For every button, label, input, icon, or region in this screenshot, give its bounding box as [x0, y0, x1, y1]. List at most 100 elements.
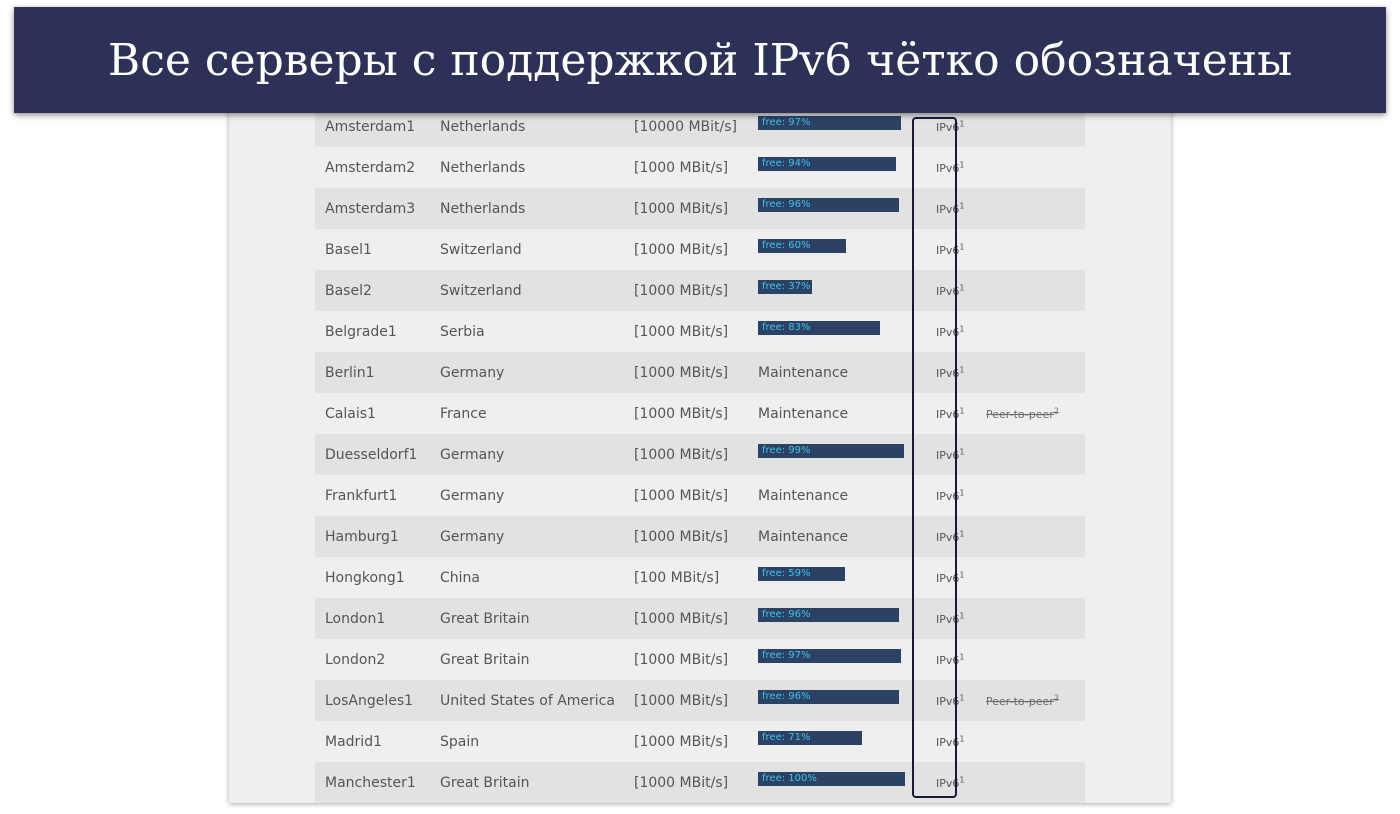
server-name-cell: Berlin1: [315, 352, 440, 393]
ipv6-footnote-mark: 1: [959, 733, 965, 743]
ipv6-badge: IPv61: [922, 160, 964, 175]
server-country: Germany: [440, 364, 505, 381]
server-table-body: Amsterdam1 Netherlands [10000 MBit/s] free:…: [315, 106, 1085, 803]
server-row: Belgrade1 Serbia [1000 MBit/s] free: 83% IPv…: [315, 311, 1085, 352]
server-country: Germany: [440, 487, 505, 504]
server-country: Great Britain: [440, 610, 530, 627]
server-name-cell: LosAngeles1: [315, 680, 440, 721]
load-bar: free: 71%: [758, 730, 905, 745]
p2p-cell: [970, 147, 1085, 188]
p2p-cell: [970, 639, 1085, 680]
server-row: London1 Great Britain [1000 MBit/s] free: 9…: [315, 598, 1085, 639]
server-speed-cell: [1000 MBit/s]: [634, 147, 758, 188]
server-country-cell: Germany: [440, 516, 634, 557]
server-speed: [1000 MBit/s]: [634, 323, 729, 340]
ipv6-label: IPv6: [936, 448, 960, 462]
server-speed: [1000 MBit/s]: [634, 528, 729, 545]
ipv6-label: IPv6: [936, 325, 960, 339]
server-country: Netherlands: [440, 200, 526, 217]
server-speed: [1000 MBit/s]: [634, 159, 729, 176]
load-bar-fill: [758, 607, 900, 622]
server-country: France: [440, 405, 487, 422]
p2p-cell: [970, 598, 1085, 639]
ipv6-label: IPv6: [936, 284, 960, 298]
server-speed-cell: [1000 MBit/s]: [634, 762, 758, 803]
server-load-cell: free: 96%: [758, 188, 922, 229]
server-country: Netherlands: [440, 118, 526, 135]
server-name: Basel2: [325, 282, 372, 299]
server-country: United States of America: [440, 692, 615, 709]
load-bar-fill: [758, 566, 845, 581]
ipv6-footnote-mark: 1: [959, 200, 965, 210]
server-load-cell: Maintenance: [758, 352, 922, 393]
server-speed-cell: [1000 MBit/s]: [634, 434, 758, 475]
ipv6-badge: IPv61: [922, 200, 965, 216]
server-name: Hamburg1: [325, 528, 399, 545]
server-row: Madrid1 Spain [1000 MBit/s] free: 71% IPv61: [315, 721, 1085, 762]
server-country-cell: China: [440, 557, 634, 598]
server-country-cell: Germany: [440, 434, 634, 475]
load-bar: free: 83%: [758, 320, 905, 335]
ipv6-cell: IPv61: [922, 188, 970, 229]
load-bar-fill: [758, 443, 904, 458]
ipv6-footnote-mark: 1: [959, 446, 965, 456]
server-name-cell: Belgrade1: [315, 311, 440, 352]
ipv6-badge: IPv61: [922, 119, 964, 134]
ipv6-badge: IPv61: [922, 405, 965, 421]
load-bar-fill: [758, 689, 900, 704]
p2p-cell: [970, 434, 1085, 475]
ipv6-label: IPv6: [936, 202, 960, 216]
server-name-cell: Calais1: [315, 393, 440, 434]
server-speed: [1000 MBit/s]: [634, 651, 729, 668]
load-bar: free: 60%: [758, 238, 905, 253]
ipv6-badge: IPv61: [922, 570, 964, 585]
load-bar-label: free: 83%: [762, 321, 811, 333]
p2p-cell: [970, 557, 1085, 598]
server-speed: [1000 MBit/s]: [634, 774, 729, 791]
server-speed: [1000 MBit/s]: [634, 446, 729, 463]
ipv6-footnote-mark: 1: [959, 487, 965, 497]
ipv6-label: IPv6: [936, 694, 960, 708]
ipv6-cell: IPv61: [922, 311, 970, 352]
server-name-cell: Madrid1: [315, 721, 440, 762]
server-list-screenshot: Amsterdam1 Netherlands [10000 MBit/s] free:…: [229, 100, 1171, 803]
server-name-cell: Hamburg1: [315, 516, 440, 557]
p2p-label: Peer-to-peer: [986, 407, 1054, 421]
server-country: Switzerland: [440, 282, 522, 299]
server-speed: [1000 MBit/s]: [634, 733, 729, 750]
server-load-cell: free: 99%: [758, 434, 922, 475]
server-name-cell: Amsterdam2: [315, 147, 440, 188]
server-speed: [1000 MBit/s]: [634, 405, 729, 422]
server-name-cell: Amsterdam3: [315, 188, 440, 229]
p2p-cell: [970, 270, 1085, 311]
server-status: Maintenance: [758, 364, 849, 381]
server-speed-cell: [1000 MBit/s]: [634, 639, 758, 680]
ipv6-footnote-mark: 1: [959, 282, 965, 292]
ipv6-cell: IPv61: [922, 598, 970, 639]
load-bar-label: free: 94%: [762, 157, 811, 169]
load-bar-label: free: 99%: [762, 444, 811, 456]
server-load-cell: free: 96%: [758, 598, 922, 639]
server-speed-cell: [1000 MBit/s]: [634, 188, 758, 229]
ipv6-badge: IPv61: [922, 242, 964, 257]
server-speed-cell: [1000 MBit/s]: [634, 311, 758, 352]
server-load-cell: Maintenance: [758, 393, 922, 434]
ipv6-footnote-mark: 1: [959, 610, 965, 620]
ipv6-label: IPv6: [936, 571, 960, 585]
server-row: Hongkong1 China [100 MBit/s] free: 59% IPv61: [315, 557, 1085, 598]
p2p-footnote-mark: 2: [1053, 692, 1059, 702]
load-bar-label: free: 96%: [762, 198, 811, 210]
server-name-cell: Hongkong1: [315, 557, 440, 598]
server-speed: [1000 MBit/s]: [634, 610, 729, 627]
ipv6-label: IPv6: [936, 489, 960, 503]
ipv6-badge: IPv61: [922, 652, 964, 667]
server-name: Berlin1: [325, 364, 375, 381]
p2p-badge: Peer-to-peer2: [970, 406, 1059, 421]
server-load-cell: free: 60%: [758, 229, 922, 270]
ipv6-footnote-mark: 1: [959, 405, 965, 415]
server-name: Calais1: [325, 405, 376, 422]
server-country: Spain: [440, 733, 480, 750]
ipv6-cell: IPv61: [922, 516, 970, 557]
server-status: Maintenance: [758, 528, 849, 545]
server-name: Manchester1: [325, 774, 416, 791]
